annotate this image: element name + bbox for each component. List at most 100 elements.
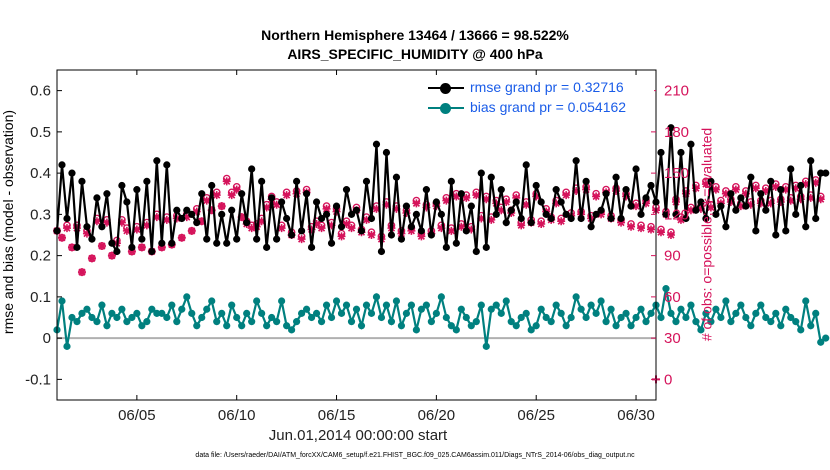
rmse-point xyxy=(397,235,406,243)
rmse-point xyxy=(567,214,575,223)
rmse-point xyxy=(517,214,525,223)
rmse-point xyxy=(817,169,825,177)
rmse-point xyxy=(617,214,625,223)
rmse-point xyxy=(128,243,136,251)
rmse-point xyxy=(332,202,341,210)
obs-evaluated-marker xyxy=(701,180,710,189)
bias-point xyxy=(108,309,116,317)
bias-point xyxy=(387,318,396,326)
obs-evaluated-marker xyxy=(612,187,621,195)
obs-evaluated-marker xyxy=(437,224,446,233)
obs-evaluated-marker xyxy=(766,199,775,208)
obs-evaluated-marker xyxy=(57,233,66,242)
rmse-point xyxy=(587,223,595,231)
rmse-point xyxy=(268,194,276,202)
bias-point xyxy=(507,318,515,326)
bias-point xyxy=(582,313,590,322)
obs-evaluated-marker xyxy=(736,202,745,211)
rmse-point xyxy=(432,198,440,206)
rmse-point xyxy=(367,214,376,223)
bias-point xyxy=(123,318,131,326)
bias-point xyxy=(118,305,126,313)
obs-evaluated-marker xyxy=(127,247,136,256)
obs-evaluated-marker xyxy=(372,204,381,213)
rmse-point xyxy=(58,161,66,169)
rmse-point xyxy=(213,239,221,247)
rmse-point xyxy=(457,190,465,198)
rmse-point xyxy=(777,186,785,194)
bias-point xyxy=(807,322,815,330)
obs-evaluated-marker xyxy=(562,191,571,200)
bias-point xyxy=(527,326,535,334)
bias-point xyxy=(587,301,595,309)
bias-point xyxy=(128,313,136,322)
bias-point xyxy=(88,313,96,322)
bias-point xyxy=(602,318,610,326)
bias-point xyxy=(68,313,76,322)
bias-point xyxy=(687,301,695,309)
obs-evaluated-marker xyxy=(447,226,456,235)
bias-point xyxy=(158,309,166,317)
bias-point xyxy=(178,305,186,313)
bias-point xyxy=(93,318,101,326)
rmse-point xyxy=(787,165,795,173)
axes-frame xyxy=(56,69,657,401)
rmse-point xyxy=(677,148,685,157)
bias-point xyxy=(233,313,241,322)
bias-point xyxy=(133,309,141,317)
rmse-point xyxy=(347,210,356,218)
bias-point xyxy=(402,309,411,317)
bias-point xyxy=(642,318,650,326)
bias-point xyxy=(278,297,286,305)
obs-evaluated-marker xyxy=(107,251,116,260)
obs-evaluated-marker xyxy=(62,224,71,233)
rmse-point xyxy=(572,157,580,165)
rmse-point xyxy=(682,214,690,223)
rmse-point xyxy=(208,181,216,190)
obs-evaluated-marker xyxy=(312,220,321,228)
bias-point xyxy=(183,293,191,301)
rmse-point xyxy=(148,247,156,256)
bias-point xyxy=(98,301,106,309)
rmse-point xyxy=(607,214,615,223)
obs-evaluated-marker xyxy=(696,204,705,213)
bias-point xyxy=(597,297,605,305)
obs-evaluated-marker xyxy=(187,226,196,235)
rmse-point xyxy=(123,198,131,206)
rmse-point xyxy=(812,214,820,223)
rmse-point xyxy=(188,210,196,218)
rmse-point xyxy=(442,243,450,251)
obs-evaluated-marker xyxy=(681,189,690,198)
obs-evaluated-marker xyxy=(647,225,656,234)
rmse-point xyxy=(372,140,381,148)
bias-point xyxy=(777,322,785,330)
bias-point xyxy=(572,293,580,301)
rmse-point xyxy=(198,190,206,198)
legend-rmse-marker xyxy=(440,83,451,94)
obs-evaluated-marker xyxy=(382,200,391,209)
rmse-point xyxy=(482,243,490,251)
bias-point xyxy=(337,309,346,317)
bias-point xyxy=(218,309,226,317)
rmse-point xyxy=(757,190,765,198)
bias-point xyxy=(143,318,151,326)
obs-evaluated-marker xyxy=(691,184,700,193)
rmse-point xyxy=(577,214,585,223)
x-tick-label: 06/20 xyxy=(418,407,456,424)
rmse-point xyxy=(173,206,181,214)
obs-evaluated-marker xyxy=(597,210,606,219)
bias-point xyxy=(667,309,675,317)
bias-point xyxy=(732,309,740,317)
rmse-point xyxy=(352,206,361,214)
rmse-point xyxy=(782,227,790,235)
obs-evaluated-marker xyxy=(297,235,306,244)
rmse-point xyxy=(742,202,750,210)
obs-evaluated-marker xyxy=(676,215,685,224)
rmse-point xyxy=(312,198,321,206)
rmse-point xyxy=(103,190,111,198)
rmse-point xyxy=(203,235,211,243)
obs-evaluated-marker xyxy=(232,185,241,194)
series-layer xyxy=(53,124,830,384)
bias-point xyxy=(487,305,495,313)
